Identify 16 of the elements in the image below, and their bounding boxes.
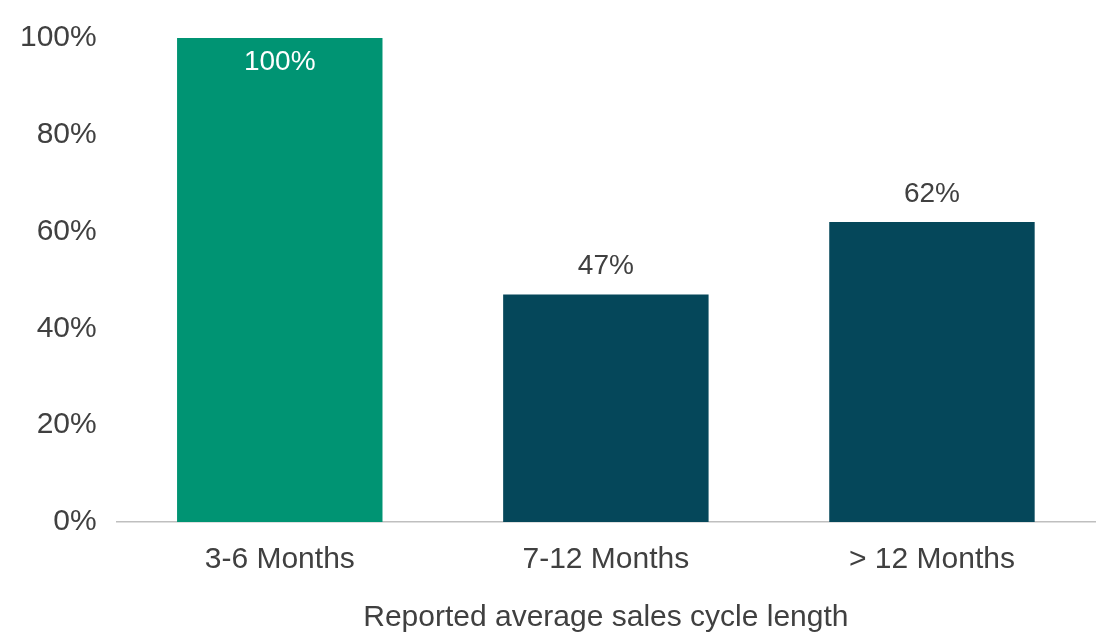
data-label: 100%: [243, 44, 316, 76]
data-label: 47%: [577, 249, 634, 281]
bar: [177, 38, 383, 522]
y-tick-label: 40%: [36, 309, 97, 343]
x-axis-title: Reported average sales cycle length: [363, 599, 849, 633]
data-label: 62%: [903, 176, 960, 208]
y-tick-label: 60%: [36, 212, 97, 246]
bar: [503, 294, 709, 522]
y-tick-label: 100%: [19, 19, 97, 53]
y-tick-label: 80%: [36, 116, 97, 150]
x-tick-label: > 12 Months: [848, 541, 1015, 575]
x-tick-label: 3-6 Months: [204, 541, 355, 575]
y-tick-label: 0%: [53, 503, 97, 537]
y-tick-label: 20%: [36, 406, 97, 440]
x-tick-label: 7-12 Months: [522, 541, 690, 575]
bar: [829, 221, 1035, 522]
